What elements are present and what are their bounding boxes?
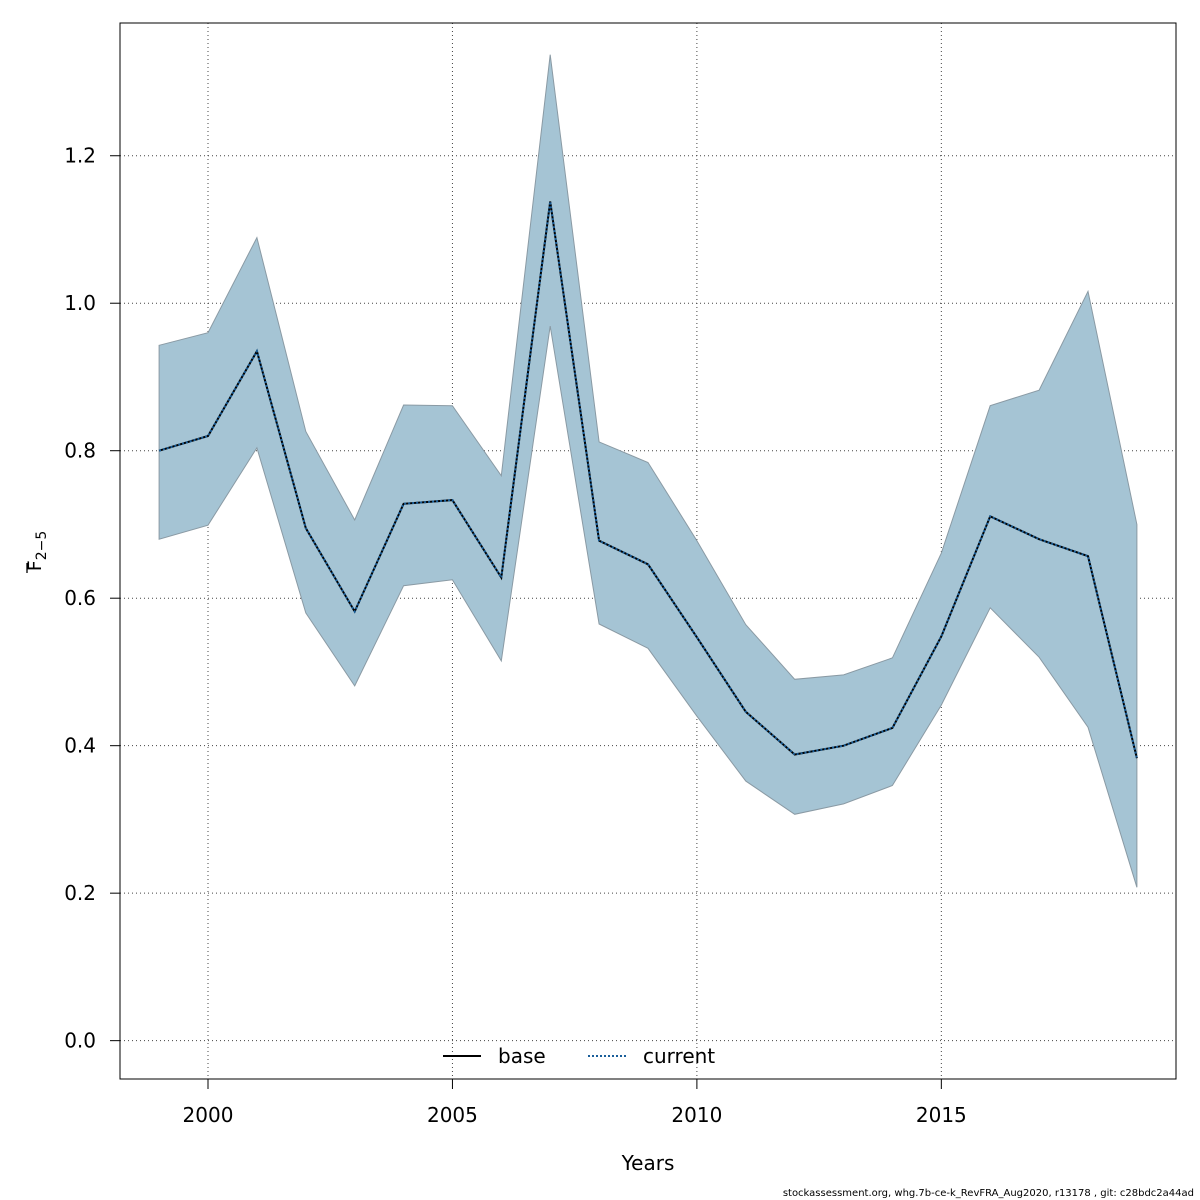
plot-frame	[119, 22, 1177, 1080]
y-axis-label: F2−5	[24, 531, 50, 573]
axes: 2000 2005 2010 2015 0.0 0.2 0.4 0.6 0.8 1.0 1.2	[64, 144, 967, 1127]
y-tick-label: 1.0	[64, 291, 96, 315]
x-tick-label: 2000	[183, 1103, 234, 1127]
legend-label-current: current	[643, 1044, 715, 1068]
y-tick-label: 0.6	[64, 586, 96, 610]
legend: base current	[443, 1044, 715, 1068]
x-tick-label: 2005	[427, 1103, 478, 1127]
y-axis-label-sub: 2−5	[34, 531, 50, 561]
y-tick-label: 0.0	[64, 1029, 96, 1053]
x-tick-label: 2015	[916, 1103, 967, 1127]
grid-lines	[120, 23, 1176, 1079]
y-axis-label-main: F	[24, 560, 46, 571]
y-tick-label: 0.2	[64, 881, 96, 905]
y-tick-label: 0.8	[64, 439, 96, 463]
confidence-band-area	[158, 54, 1138, 888]
series-line-current	[158, 201, 1138, 759]
svg-text:F2−5: F2−5	[24, 531, 50, 571]
y-tick-label: 1.2	[64, 144, 96, 168]
footer-credit: stockassessment.org, whg.7b-ce-k_RevFRA_…	[782, 1188, 1194, 1199]
y-tick-label: 0.4	[64, 734, 96, 758]
series-lines	[158, 201, 1138, 759]
confidence-band	[158, 54, 1138, 888]
x-tick-label: 2010	[671, 1103, 722, 1127]
x-axis-label: Years	[621, 1151, 675, 1175]
legend-label-base: base	[498, 1044, 546, 1068]
